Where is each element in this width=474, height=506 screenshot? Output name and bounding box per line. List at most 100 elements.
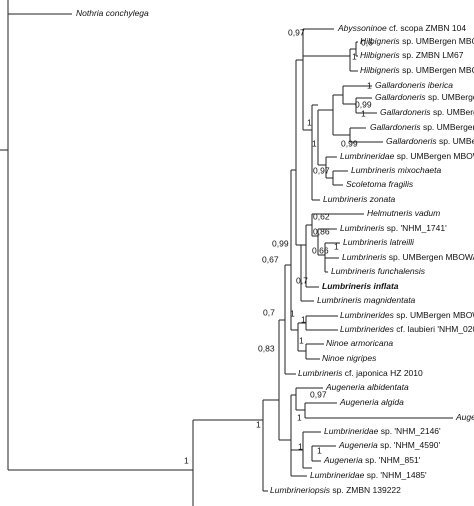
support-value: 0,66 <box>312 245 329 255</box>
support-value: 0,97 <box>288 27 305 37</box>
taxon-label: Auge <box>455 412 474 422</box>
taxon-genus: Nothria conchylega <box>76 8 149 18</box>
taxon-genus: Lumbrinerides <box>340 310 395 320</box>
taxon-genus: Abyssoninoe <box>337 23 387 33</box>
taxon-genus: Gallardoneris <box>375 92 426 102</box>
taxon-label: Hilbigneris sp. UMBergen MBC <box>360 36 474 46</box>
taxon-detail: cf. scopa ZMBN 104 <box>389 23 466 33</box>
taxon-label: Lumbrineris magnidentata <box>317 295 416 305</box>
taxon-genus: Hilbigneris <box>360 65 400 75</box>
support-value: 0,99 <box>341 138 358 148</box>
taxon-label: Augeneria sp. 'NHM_4590' <box>338 440 440 450</box>
support-value: 1 <box>334 241 339 251</box>
support-value: 1 <box>297 412 302 422</box>
taxon-label: Gallardoneris sp. UMBergen <box>375 92 474 102</box>
support-value: 0,7 <box>263 307 275 317</box>
taxon-genus: Lumbrineris inflata <box>322 281 399 291</box>
taxon-detail: sp. UMBergen MBOW <box>397 151 474 161</box>
taxon-detail: cf. laubieri 'NHM_020 <box>396 324 474 334</box>
taxon-genus: Augeneria <box>323 455 363 465</box>
taxon-genus: Auge <box>455 412 474 422</box>
taxon-label: Lumbrineris sp. UMBergen MBOWA <box>342 252 474 262</box>
taxon-genus: Lumbrineriopsis <box>270 485 331 495</box>
taxon-genus: Lumbrineris mixochaeta <box>351 165 442 175</box>
taxon-genus: Gallardoneris <box>386 136 437 146</box>
taxon-genus: Lumbrineridae <box>310 470 365 480</box>
taxon-genus: Lumbrineris latreilli <box>343 237 415 247</box>
taxon-genus: Gallardoneris <box>380 107 431 117</box>
taxon-detail: sp. UMBer <box>439 136 474 146</box>
taxon-genus: Lumbrineris funchalensis <box>331 266 426 276</box>
taxon-label: Augeneria algida <box>339 397 404 407</box>
support-value: 1 <box>352 51 357 61</box>
taxon-detail: cf. japonica HZ 2010 <box>345 368 423 378</box>
taxon-genus: Augeneria <box>338 440 378 450</box>
taxon-detail: sp. UMBergen MBOWA <box>389 252 474 262</box>
support-value: 1 <box>367 80 372 90</box>
taxon-genus: Lumbrineris <box>342 252 387 262</box>
taxon-detail: sp. UMBerger <box>423 122 474 132</box>
support-value: 0,99 <box>272 238 289 248</box>
taxon-detail: sp. ZMBN LM67 <box>402 50 464 60</box>
taxon-genus: Gallardoneris <box>370 122 421 132</box>
taxon-genus: Helmutneris vadum <box>367 208 440 218</box>
support-value: 0,97 <box>313 165 330 175</box>
taxon-detail: sp. 'NHM_4590' <box>380 440 440 450</box>
taxon-genus: Gallardoneris iberica <box>375 80 453 90</box>
taxon-label: Lumbrineris inflata <box>322 281 399 291</box>
support-value: 0,99 <box>355 99 372 109</box>
support-value: 1 <box>301 314 306 324</box>
taxon-label: Scoletoma fragilis <box>346 179 414 189</box>
taxon-genus: Augeneria algida <box>339 397 404 407</box>
taxon-genus: Lumbrineris magnidentata <box>317 295 416 305</box>
taxon-label: Lumbrineris latreilli <box>343 237 415 247</box>
support-value: 1 <box>307 117 312 127</box>
support-value: 1 <box>312 138 317 148</box>
taxon-label: Augeneria albidentata <box>325 382 409 392</box>
support-value: 1 <box>298 441 303 451</box>
taxon-label: Lumbrineridae sp. 'NHM_1485' <box>310 470 427 480</box>
taxon-label: Ninoe nigripes <box>322 353 377 363</box>
taxon-genus: Lumbrinerides <box>340 324 395 334</box>
taxon-genus: Lumbrineris zonata <box>323 194 396 204</box>
taxon-detail: sp. 'NHM_2146' <box>381 426 441 436</box>
taxon-label: Lumbrineridae sp. UMBergen MBOW <box>340 151 474 161</box>
taxon-label: Lumbrineris cf. japonica HZ 2010 <box>298 368 423 378</box>
taxon-label: Lumbrineriopsis sp. ZMBN 139222 <box>270 485 401 495</box>
taxon-genus: Hilbigneris <box>360 36 400 46</box>
support-value: 0,97 <box>310 389 327 399</box>
taxon-label: Ninoe armoricana <box>326 338 393 348</box>
taxon-detail: sp. 'NHM_851' <box>365 455 421 465</box>
support-value: 1 <box>317 445 322 455</box>
taxon-label: Gallardoneris sp. UMBer <box>386 136 474 146</box>
support-value: 1 <box>290 308 295 318</box>
support-value: 1 <box>256 419 261 429</box>
taxon-label: Lumbrineris sp. 'NHM_1741' <box>340 223 447 233</box>
taxon-detail: sp. UMBergen MBOW <box>396 310 474 320</box>
support-value: 1 <box>299 335 304 345</box>
taxon-genus: Ninoe armoricana <box>326 338 393 348</box>
taxon-label: Abyssoninoe cf. scopa ZMBN 104 <box>337 23 466 33</box>
taxon-detail: sp. 'NHM_1741' <box>387 223 447 233</box>
taxon-detail: sp. UMBerger <box>433 107 474 117</box>
taxon-label: Lumbrineris funchalensis <box>331 266 426 276</box>
taxon-genus: Lumbrineris <box>340 223 385 233</box>
taxon-detail: sp. UMBergen MBC <box>402 36 474 46</box>
taxon-genus: Lumbrineridae <box>340 151 395 161</box>
taxon-label: Gallardoneris sp. UMBerger <box>370 122 474 132</box>
support-value: 1 <box>361 108 366 118</box>
taxon-label: Lumbrineris mixochaeta <box>351 165 442 175</box>
taxon-detail: sp. UMBergen MBC <box>402 65 474 75</box>
taxon-genus: Lumbrineris <box>298 368 343 378</box>
taxon-label: Gallardoneris iberica <box>375 80 453 90</box>
support-value: 0,7 <box>296 275 308 285</box>
taxon-genus: Hilbigneris <box>360 50 400 60</box>
taxon-label: Lumbrinerides sp. UMBergen MBOW <box>340 310 474 320</box>
taxon-label: Augeneria sp. 'NHM_851' <box>323 455 421 465</box>
taxon-genus: Ninoe nigripes <box>322 353 377 363</box>
support-value: 0,67 <box>262 254 279 264</box>
taxon-detail: sp. 'NHM_1485' <box>367 470 427 480</box>
support-value: 0,86 <box>313 226 330 236</box>
taxon-label: Lumbrinerides cf. laubieri 'NHM_020 <box>340 324 474 334</box>
